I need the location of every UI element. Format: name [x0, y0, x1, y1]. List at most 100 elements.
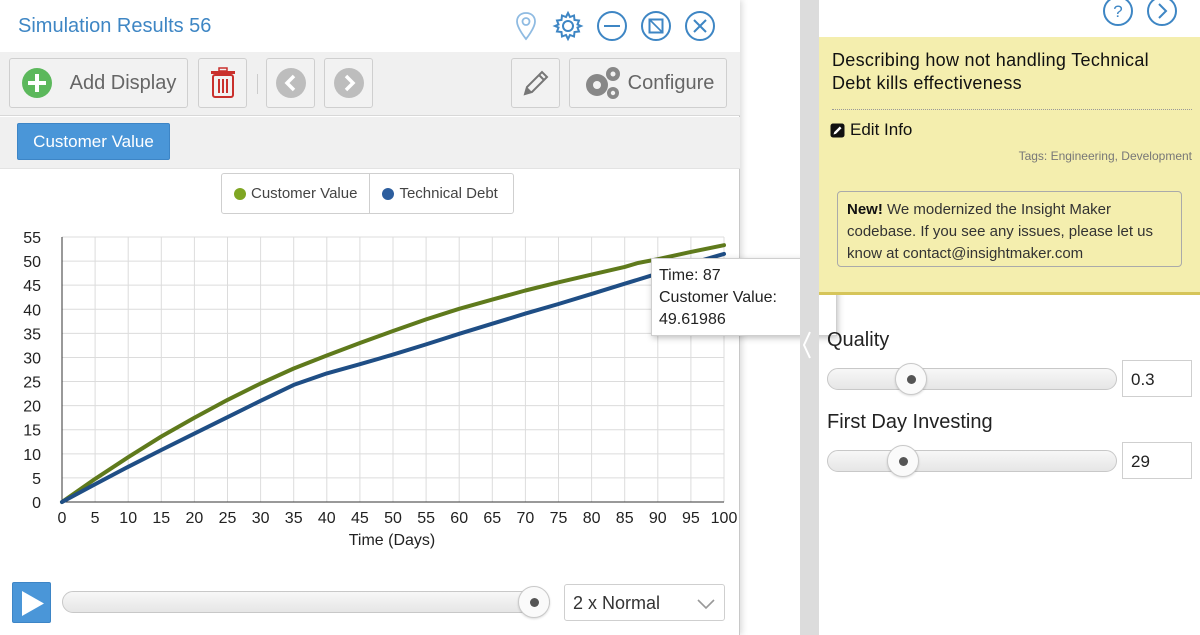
quality-slider[interactable]	[827, 363, 1117, 395]
gears-icon	[585, 67, 620, 99]
x-tick-label: 45	[351, 510, 369, 527]
x-axis-label: Time (Days)	[349, 532, 436, 549]
legend-dot	[382, 187, 395, 200]
edit-info-link[interactable]: Edit Info	[830, 120, 912, 140]
play-button[interactable]	[12, 582, 51, 623]
add-display-button[interactable]: Add Display	[9, 58, 188, 108]
delete-button[interactable]	[198, 58, 247, 108]
first-day-investing-slider-knob[interactable]	[887, 445, 920, 477]
first-day-investing-value-field[interactable]: 29	[1122, 442, 1192, 479]
speed-select[interactable]: 2 x Normal	[564, 584, 725, 621]
x-tick-label: 0	[58, 510, 67, 527]
first-day-investing-label: First Day Investing	[827, 411, 993, 433]
legend-item-customer-value[interactable]: Customer Value	[222, 174, 369, 213]
x-tick-label: 85	[616, 510, 634, 527]
maximize-icon[interactable]	[640, 10, 672, 42]
time-slider-track	[62, 591, 550, 613]
x-tick-label: 35	[285, 510, 303, 527]
x-tick-label: 5	[91, 510, 100, 527]
model-info-panel: ? Describing how not handling Technical …	[819, 0, 1200, 295]
notice-box: New! We modernized the Insight Maker cod…	[837, 191, 1182, 267]
y-tick-label: 5	[32, 471, 41, 488]
svg-text:?: ?	[1113, 2, 1122, 21]
chevron-right-icon	[333, 68, 364, 98]
y-tick-label: 55	[23, 230, 41, 247]
y-tick-label: 40	[23, 302, 41, 319]
quality-value-field[interactable]: 0.3	[1122, 360, 1192, 397]
x-tick-label: 30	[252, 510, 270, 527]
quality-slider-knob[interactable]	[895, 363, 928, 395]
y-tick-label: 30	[23, 350, 41, 367]
chart-legend: Customer Value Technical Debt	[221, 173, 514, 214]
x-tick-label: 15	[152, 510, 170, 527]
display-tabs: Customer Value	[0, 117, 740, 169]
x-tick-label: 50	[384, 510, 402, 527]
speed-value: 2 x Normal	[573, 593, 661, 613]
edit-button[interactable]	[511, 58, 560, 108]
previous-button[interactable]	[266, 58, 315, 108]
panel-divider[interactable]	[800, 0, 819, 635]
info-panel-header: ?	[819, 0, 1200, 37]
play-icon	[22, 591, 44, 616]
x-tick-label: 80	[583, 510, 601, 527]
notice-text: We modernized the Insight Maker codebase…	[847, 201, 1154, 262]
gear-icon[interactable]	[552, 10, 584, 42]
tooltip-series: Customer Value:	[659, 289, 777, 306]
next-button[interactable]	[324, 58, 373, 108]
y-tick-label: 20	[23, 399, 41, 416]
quality-label: Quality	[827, 329, 890, 351]
x-tick-label: 10	[119, 510, 137, 527]
tab-customer-value[interactable]: Customer Value	[17, 123, 170, 160]
toolbar-separator	[257, 74, 258, 94]
chevron-right-circle-icon[interactable]	[1146, 0, 1178, 27]
y-tick-label: 15	[23, 423, 41, 440]
window-titlebar[interactable]: Simulation Results 56	[0, 0, 740, 52]
pencil-icon	[523, 70, 548, 96]
legend-dot	[234, 187, 246, 200]
x-tick-label: 95	[682, 510, 700, 527]
tooltip-time: Time: 87	[659, 267, 721, 284]
tooltip-value: 49.61986	[659, 311, 726, 328]
legend-item-technical-debt[interactable]: Technical Debt	[369, 174, 509, 213]
x-tick-label: 75	[550, 510, 568, 527]
x-tick-label: 65	[483, 510, 501, 527]
y-tick-label: 45	[23, 278, 41, 295]
x-tick-label: 25	[219, 510, 237, 527]
line-chart: 0 5 10 15 20 25 30 35 40 45 50 55 60 65 70 75 80 85 90 95 10…	[23, 230, 737, 549]
x-tick-label: 90	[649, 510, 667, 527]
time-slider-knob[interactable]	[518, 586, 550, 618]
y-tick-label: 0	[32, 495, 41, 512]
info-divider	[832, 109, 1192, 110]
time-slider[interactable]	[62, 586, 550, 618]
y-tick-label: 50	[23, 254, 41, 271]
y-tick-label: 35	[23, 326, 41, 343]
chevron-down-icon	[697, 599, 715, 610]
chevron-left-icon	[275, 68, 306, 98]
y-tick-label: 25	[23, 375, 41, 392]
collapse-handle-icon[interactable]	[800, 330, 814, 360]
x-tick-label: 20	[186, 510, 204, 527]
plus-circle-icon	[21, 68, 52, 98]
series-line-technical-debt	[60, 251, 726, 504]
notice-new: New!	[847, 201, 883, 218]
x-tick-label: 40	[318, 510, 336, 527]
x-tick-label: 70	[517, 510, 535, 527]
x-tick-label: 60	[450, 510, 468, 527]
legend-label: Customer Value	[251, 185, 358, 202]
minimize-icon[interactable]	[596, 10, 628, 42]
add-display-label: Add Display	[69, 71, 177, 94]
results-toolbar: Add Display	[0, 52, 740, 116]
help-icon[interactable]: ?	[1102, 0, 1134, 27]
trash-icon	[210, 67, 235, 98]
first-day-investing-slider[interactable]	[827, 445, 1117, 477]
pin-icon[interactable]	[510, 10, 542, 42]
x-tick-label: 55	[417, 510, 435, 527]
edit-icon	[830, 123, 845, 137]
configure-label: Configure	[627, 71, 715, 94]
configure-button[interactable]: Configure	[569, 58, 727, 108]
series-line-customer-value	[60, 243, 726, 504]
y-tick-label: 10	[23, 447, 41, 464]
simulation-results-window: Simulation Results 56	[0, 0, 837, 635]
legend-label: Technical Debt	[399, 185, 498, 202]
close-icon[interactable]	[684, 10, 716, 42]
